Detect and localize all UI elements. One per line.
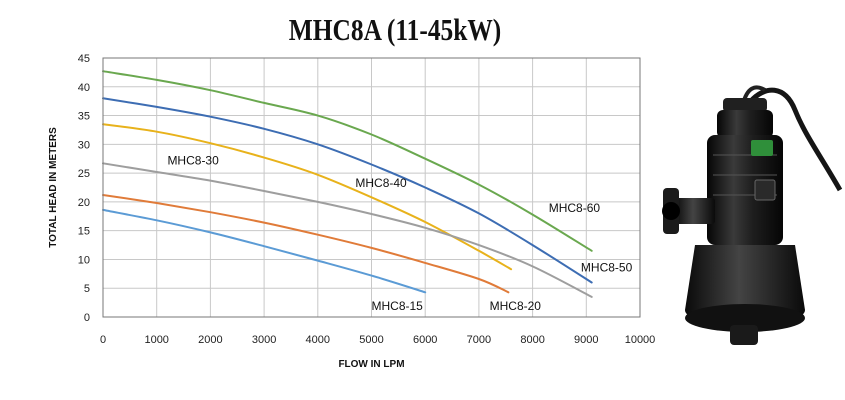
x-tick-labels: 0 1000 2000 3000 4000 5000 6000 7000 8000 9000 100… bbox=[100, 334, 655, 346]
x-tick-label: 0 bbox=[100, 334, 106, 346]
x-tick-label: 2000 bbox=[198, 334, 222, 346]
series-line-mhc8-15 bbox=[102, 208, 427, 294]
handle bbox=[723, 98, 767, 112]
y-tick-label: 5 bbox=[84, 283, 90, 295]
x-tick-label: 3000 bbox=[252, 334, 276, 346]
discharge-pipe bbox=[675, 198, 715, 224]
series-label: MHC8-15 bbox=[372, 299, 424, 313]
series-label: MHC8-40 bbox=[355, 176, 407, 190]
x-tick-label: 6000 bbox=[413, 334, 437, 346]
plot-frame bbox=[102, 57, 641, 318]
x-tick-label: 4000 bbox=[306, 334, 330, 346]
series-label: MHC8-20 bbox=[490, 299, 542, 313]
pump-image bbox=[662, 85, 843, 345]
power-cable bbox=[748, 87, 843, 192]
y-tick-label: 35 bbox=[78, 111, 90, 123]
y-tick-labels: 0 5 10 15 20 25 30 35 40 45 bbox=[78, 53, 90, 324]
series-annotations: MHC8-30 MHC8-40 MHC8-60 MHC8-50 MHC8-15 MHC8-… bbox=[167, 153, 632, 313]
series-line-mhc8-40 bbox=[102, 123, 513, 271]
series-lines bbox=[102, 70, 593, 298]
nameplate bbox=[754, 179, 776, 201]
series-line-mhc8-20 bbox=[102, 194, 510, 294]
y-tick-label: 15 bbox=[78, 226, 90, 238]
series-label: MHC8-30 bbox=[167, 153, 219, 167]
line-chart: 0 5 10 15 20 25 30 35 40 45 0 1000 2000 3000 4000 5000… bbox=[48, 53, 655, 370]
series-label: MHC8-60 bbox=[549, 201, 601, 215]
y-tick-label: 25 bbox=[78, 168, 90, 180]
x-tick-label: 7000 bbox=[467, 334, 491, 346]
series-line-mhc8-50 bbox=[102, 97, 593, 284]
chart-title: MHC8A (11-45kW) bbox=[288, 12, 502, 47]
motor-housing bbox=[707, 135, 783, 245]
y-tick-label: 30 bbox=[78, 139, 90, 151]
y-tick-label: 0 bbox=[84, 312, 90, 324]
x-tick-label: 1000 bbox=[144, 334, 168, 346]
series-line-mhc8-60 bbox=[102, 70, 593, 252]
x-tick-label: 8000 bbox=[520, 334, 544, 346]
y-tick-label: 20 bbox=[78, 197, 90, 209]
x-tick-label: 5000 bbox=[359, 334, 383, 346]
brand-badge bbox=[751, 140, 773, 156]
series-line-mhc8-30 bbox=[102, 162, 593, 298]
x-tick-label: 9000 bbox=[574, 334, 598, 346]
y-tick-label: 10 bbox=[78, 254, 90, 266]
pump-base bbox=[685, 304, 805, 332]
y-tick-label: 45 bbox=[78, 53, 90, 65]
x-axis-label: FLOW IN LPM bbox=[338, 359, 404, 370]
y-axis-label: TOTAL HEAD IN METERS bbox=[48, 127, 59, 248]
volute-casing bbox=[685, 245, 805, 325]
x-tick-label: 10000 bbox=[625, 334, 655, 346]
series-label: MHC8-50 bbox=[581, 261, 633, 275]
motor-cap bbox=[717, 110, 773, 138]
y-tick-label: 40 bbox=[78, 82, 90, 94]
suction-stub bbox=[730, 325, 758, 345]
